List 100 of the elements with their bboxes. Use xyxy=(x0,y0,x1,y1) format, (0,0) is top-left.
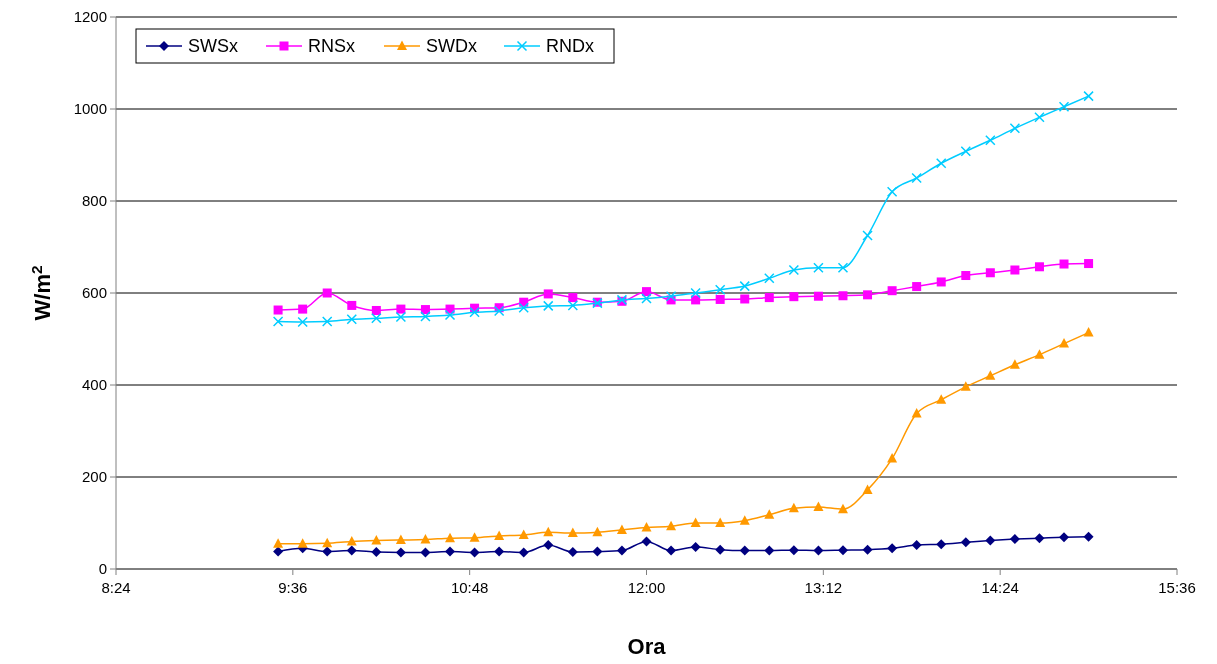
y-tick-label: 1200 xyxy=(73,8,107,26)
point xyxy=(469,532,480,542)
point xyxy=(862,484,873,494)
point xyxy=(886,186,898,198)
point xyxy=(665,290,677,302)
point xyxy=(1034,533,1045,544)
point xyxy=(960,381,971,391)
point xyxy=(690,287,701,299)
y-tick-label: 800 xyxy=(81,192,107,210)
point xyxy=(493,305,505,317)
point xyxy=(371,305,381,315)
point xyxy=(469,547,480,558)
point xyxy=(395,534,406,545)
point xyxy=(813,262,824,273)
point xyxy=(788,545,799,556)
point xyxy=(518,302,529,313)
point xyxy=(789,292,799,302)
point xyxy=(616,524,627,534)
point xyxy=(567,300,579,311)
point xyxy=(445,532,456,543)
point xyxy=(985,370,996,380)
point xyxy=(961,271,971,281)
point xyxy=(764,545,775,556)
point xyxy=(395,547,406,558)
point xyxy=(1034,349,1045,359)
point xyxy=(445,546,456,557)
point xyxy=(788,264,800,276)
point xyxy=(1059,338,1070,348)
point xyxy=(1009,534,1020,545)
point xyxy=(322,537,333,548)
point xyxy=(346,313,358,325)
point xyxy=(1009,359,1020,369)
x-tick-label: 13:12 xyxy=(804,579,843,596)
point xyxy=(518,529,529,539)
x-tick-label: 14:24 xyxy=(981,579,1019,596)
point xyxy=(960,537,971,548)
point xyxy=(469,307,480,318)
point xyxy=(321,316,333,327)
point xyxy=(347,300,357,310)
point xyxy=(740,294,750,304)
point xyxy=(764,293,774,303)
point xyxy=(567,527,578,538)
legend-label: SWSx xyxy=(188,36,239,57)
point xyxy=(420,311,431,322)
point xyxy=(837,262,849,273)
point xyxy=(297,538,308,548)
y-tick-label: 200 xyxy=(81,468,107,486)
point xyxy=(273,538,284,548)
point xyxy=(298,304,308,314)
point xyxy=(1034,262,1044,272)
point xyxy=(911,408,922,418)
point xyxy=(396,304,406,314)
point xyxy=(739,280,750,292)
point xyxy=(641,536,652,547)
point xyxy=(518,547,529,558)
point xyxy=(322,288,332,298)
point xyxy=(1084,259,1094,269)
y-tick-label: 400 xyxy=(81,376,107,394)
y-tick-label: 1000 xyxy=(73,100,107,118)
point xyxy=(715,294,725,304)
point xyxy=(813,545,824,556)
legend-label: SWDx xyxy=(426,36,477,57)
point xyxy=(543,526,554,537)
point xyxy=(346,535,357,546)
point xyxy=(985,268,995,278)
point xyxy=(935,158,947,169)
point xyxy=(739,545,750,556)
point xyxy=(1034,112,1045,123)
point xyxy=(666,520,677,531)
point xyxy=(273,305,283,315)
point xyxy=(690,517,701,527)
legend-label: RNSx xyxy=(308,36,356,57)
point xyxy=(912,282,922,292)
point xyxy=(715,517,726,527)
point xyxy=(1059,532,1070,543)
point xyxy=(322,546,333,557)
point xyxy=(862,230,873,241)
point xyxy=(444,309,456,321)
point xyxy=(911,540,922,551)
x-tick-label: 8:24 xyxy=(101,579,131,596)
point xyxy=(371,313,382,324)
point xyxy=(887,453,898,463)
point xyxy=(543,540,554,551)
point xyxy=(272,316,284,327)
point xyxy=(1083,90,1094,102)
y-tick-label: 0 xyxy=(98,560,107,578)
point xyxy=(813,291,823,301)
point xyxy=(887,543,898,554)
point xyxy=(1083,327,1094,337)
point xyxy=(616,545,627,556)
point xyxy=(273,546,284,557)
point xyxy=(911,172,922,184)
legend-label: RNDx xyxy=(546,36,594,57)
point xyxy=(1009,123,1021,134)
point xyxy=(862,544,873,555)
point xyxy=(420,547,431,558)
point xyxy=(297,316,308,328)
point xyxy=(985,535,996,546)
point xyxy=(371,534,382,545)
y-tick-label: 600 xyxy=(81,284,107,302)
